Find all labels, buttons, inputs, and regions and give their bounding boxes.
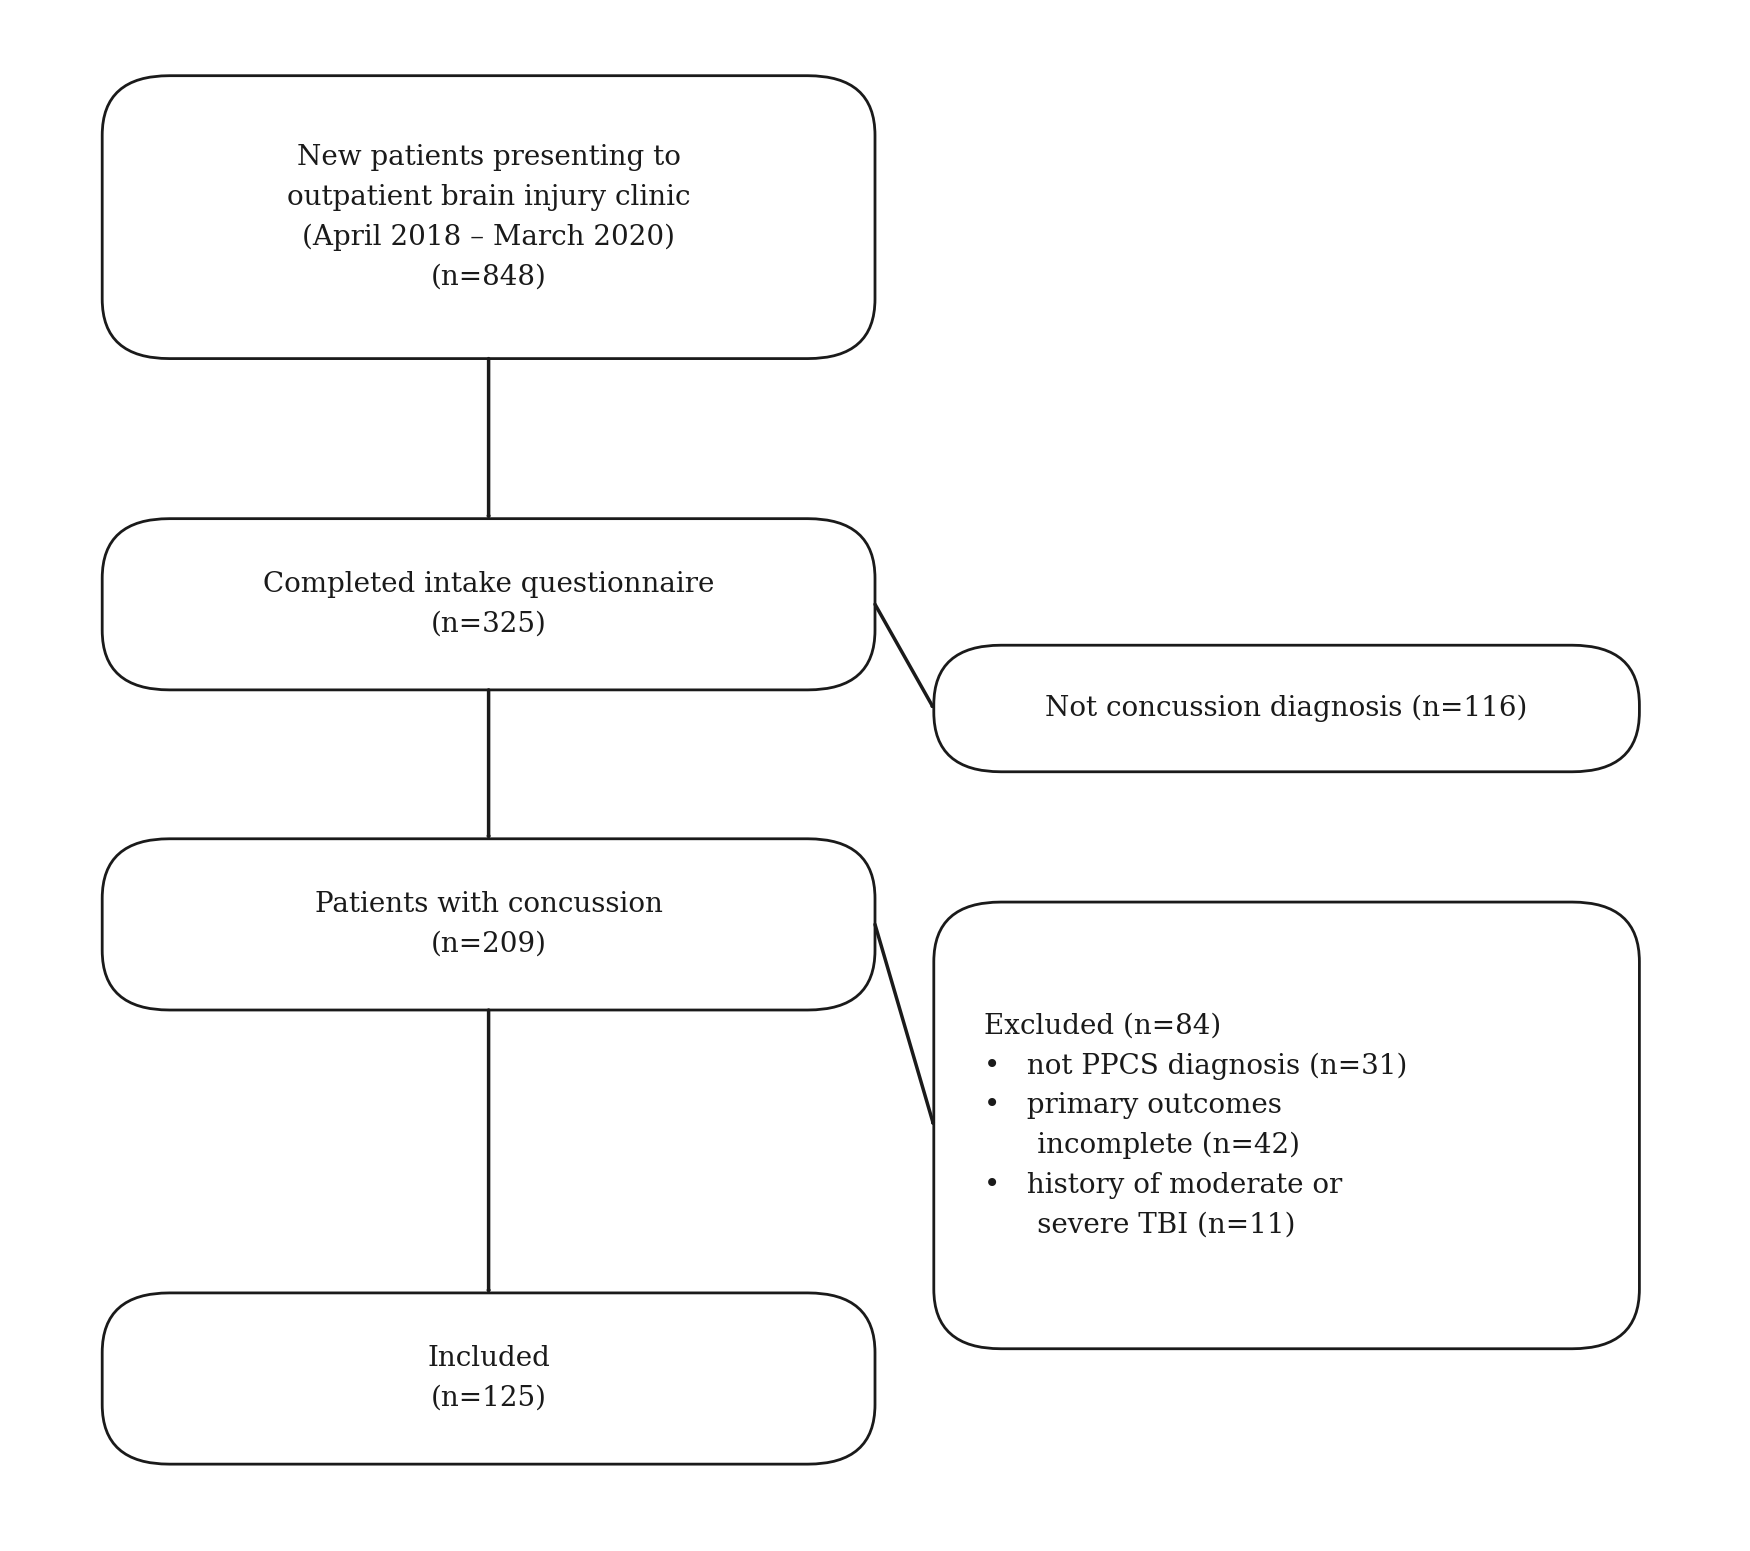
Text: Included
(n=125): Included (n=125) (427, 1345, 550, 1411)
Text: New patients presenting to
outpatient brain injury clinic
(April 2018 – March 20: New patients presenting to outpatient br… (287, 144, 690, 290)
FancyBboxPatch shape (102, 1294, 875, 1464)
Text: Not concussion diagnosis (n=116): Not concussion diagnosis (n=116) (1045, 695, 1528, 723)
Text: Completed intake questionnaire
(n=325): Completed intake questionnaire (n=325) (262, 571, 714, 637)
FancyBboxPatch shape (102, 76, 875, 358)
Text: Excluded (n=84)
•   not PPCS diagnosis (n=31)
•   primary outcomes
      incompl: Excluded (n=84) • not PPCS diagnosis (n=… (984, 1013, 1407, 1239)
FancyBboxPatch shape (934, 645, 1640, 772)
FancyBboxPatch shape (102, 518, 875, 690)
Text: Patients with concussion
(n=209): Patients with concussion (n=209) (315, 892, 663, 957)
FancyBboxPatch shape (102, 839, 875, 1010)
FancyBboxPatch shape (934, 903, 1640, 1349)
